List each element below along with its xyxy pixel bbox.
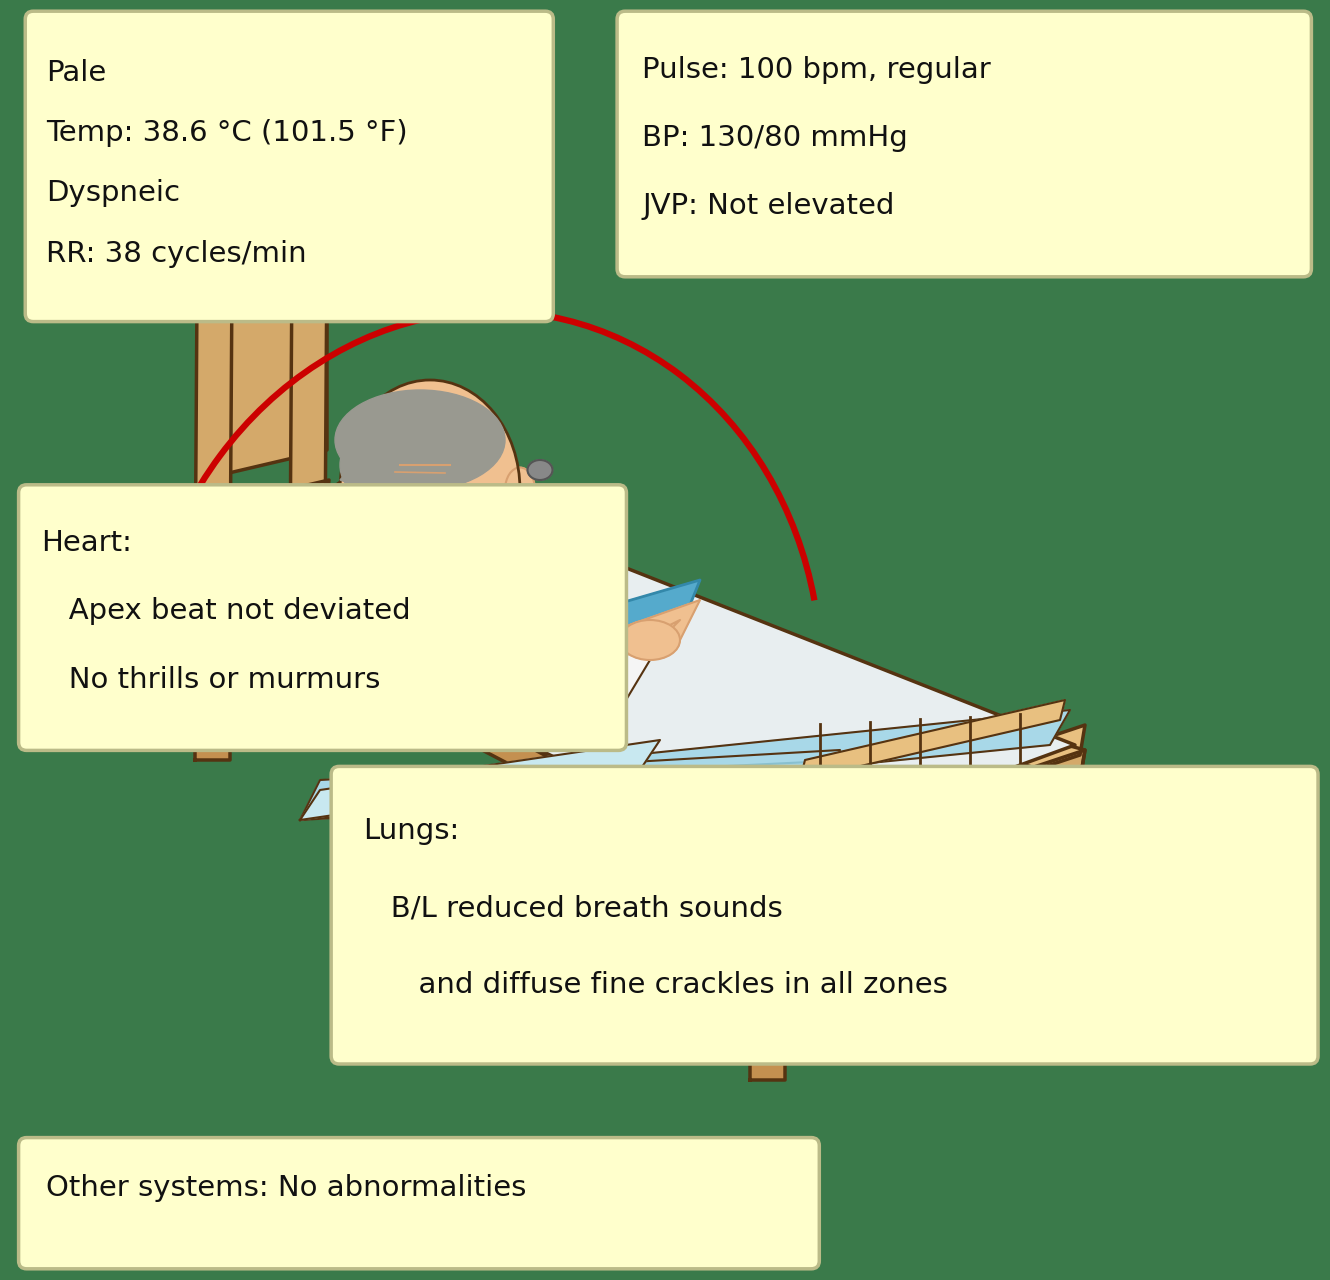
- Polygon shape: [750, 724, 1085, 865]
- Text: and diffuse fine crackles in all zones: and diffuse fine crackles in all zones: [363, 972, 948, 1000]
- Polygon shape: [591, 620, 680, 669]
- Polygon shape: [301, 750, 841, 820]
- Polygon shape: [340, 410, 489, 500]
- Ellipse shape: [340, 420, 460, 509]
- FancyBboxPatch shape: [617, 12, 1311, 276]
- Text: JVP: Not elevated: JVP: Not elevated: [642, 192, 895, 220]
- Polygon shape: [200, 530, 650, 710]
- Text: BP: 130/80 mmHg: BP: 130/80 mmHg: [642, 124, 908, 152]
- Polygon shape: [196, 250, 327, 294]
- Polygon shape: [301, 710, 1071, 820]
- Polygon shape: [200, 465, 1075, 860]
- Polygon shape: [500, 600, 700, 690]
- Text: RR: 38 cycles/min: RR: 38 cycles/min: [47, 239, 307, 268]
- Polygon shape: [310, 550, 555, 660]
- FancyBboxPatch shape: [19, 1138, 819, 1268]
- Polygon shape: [290, 250, 327, 564]
- Text: Pulse: 100 bpm, regular: Pulse: 100 bpm, regular: [642, 55, 991, 83]
- Ellipse shape: [335, 390, 505, 490]
- Ellipse shape: [528, 460, 552, 480]
- FancyBboxPatch shape: [331, 767, 1318, 1064]
- Polygon shape: [196, 575, 755, 890]
- Polygon shape: [290, 535, 1085, 780]
- Ellipse shape: [505, 467, 535, 512]
- Polygon shape: [1060, 774, 1095, 931]
- Polygon shape: [750, 750, 1085, 890]
- Ellipse shape: [340, 380, 520, 600]
- Text: Other systems: No abnormalities: Other systems: No abnormalities: [47, 1174, 527, 1202]
- Text: Lungs:: Lungs:: [363, 818, 460, 845]
- Text: No thrills or murmurs: No thrills or murmurs: [41, 666, 380, 694]
- Polygon shape: [415, 561, 469, 611]
- Text: Temp: 38.6 °C (101.5 °F): Temp: 38.6 °C (101.5 °F): [47, 119, 408, 147]
- Text: B/L reduced breath sounds: B/L reduced breath sounds: [363, 895, 783, 923]
- Text: Apex beat not deviated: Apex beat not deviated: [41, 598, 411, 626]
- Ellipse shape: [620, 620, 680, 660]
- Polygon shape: [801, 700, 1065, 780]
- Polygon shape: [197, 480, 329, 530]
- Text: Pale: Pale: [47, 59, 106, 87]
- Text: Heart:: Heart:: [41, 529, 132, 557]
- Polygon shape: [301, 740, 660, 820]
- FancyBboxPatch shape: [19, 485, 626, 750]
- Polygon shape: [196, 595, 230, 760]
- FancyBboxPatch shape: [25, 12, 553, 321]
- Text: Dyspneic: Dyspneic: [47, 179, 180, 207]
- Polygon shape: [750, 884, 785, 1080]
- Polygon shape: [370, 580, 700, 719]
- Polygon shape: [196, 280, 231, 600]
- Polygon shape: [200, 280, 327, 480]
